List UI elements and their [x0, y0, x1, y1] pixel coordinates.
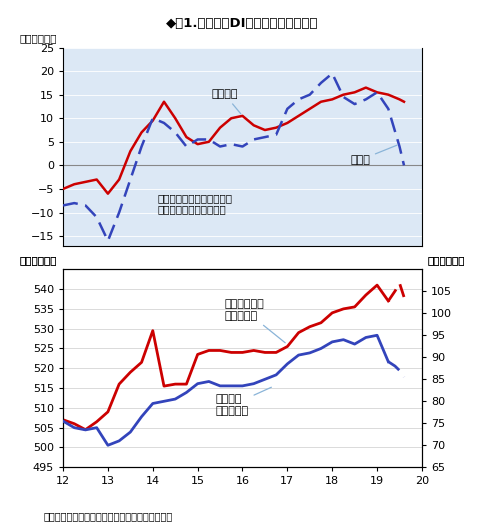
Text: 景気が「よい」－「悪い」
（ともに全規模ベース）: 景気が「よい」－「悪い」 （ともに全規模ベース） — [157, 193, 232, 214]
Text: （年率兆円）: （年率兆円） — [20, 256, 58, 266]
Text: 非製造業: 非製造業 — [211, 89, 240, 114]
Text: （資料）日本銀行、内閣府資料をもとに筆者作成: （資料）日本銀行、内閣府資料をもとに筆者作成 — [44, 512, 172, 521]
Text: （年率兆円）: （年率兆円） — [426, 256, 464, 266]
Text: ◆図1.業況判断DIと内需・輸出の推移: ◆図1.業況判断DIと内需・輸出の推移 — [166, 17, 318, 30]
Text: 製造業: 製造業 — [349, 145, 396, 165]
Text: 実質国内需要
（左目盛）: 実質国内需要 （左目盛） — [224, 299, 285, 343]
Text: 実質輸出
（右目盛）: 実質輸出 （右目盛） — [215, 387, 271, 416]
Text: （年率兆円）: （年率兆円） — [20, 256, 58, 266]
Text: （ポイント）: （ポイント） — [20, 34, 58, 43]
Text: （年率兆円）: （年率兆円） — [426, 256, 464, 266]
